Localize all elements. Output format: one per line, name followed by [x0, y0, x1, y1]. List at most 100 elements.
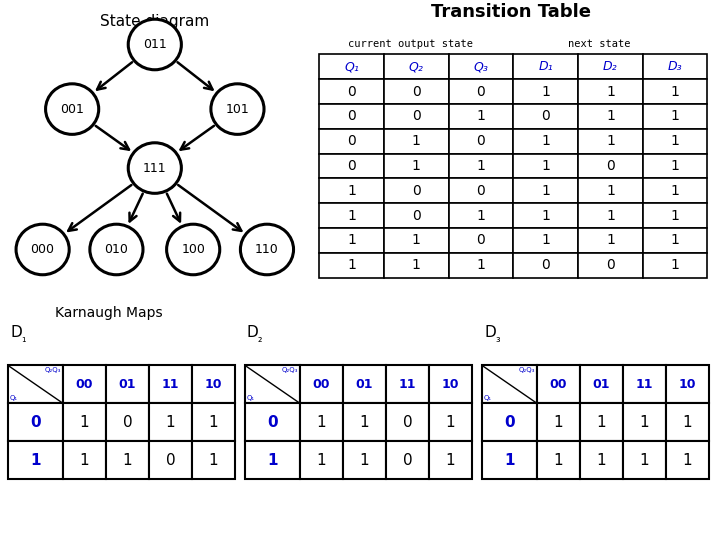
- Text: 110: 110: [255, 243, 279, 256]
- Bar: [666, 441, 709, 479]
- Bar: [386, 441, 429, 479]
- Text: current output state: current output state: [348, 39, 474, 49]
- Text: ₁: ₁: [21, 334, 25, 345]
- Text: 1: 1: [80, 415, 89, 430]
- Bar: [449, 253, 513, 278]
- Text: 1: 1: [683, 453, 693, 468]
- Bar: [384, 228, 449, 253]
- Bar: [384, 253, 449, 278]
- Bar: [343, 366, 386, 403]
- Text: 1: 1: [541, 159, 550, 173]
- Text: 01: 01: [119, 378, 136, 391]
- Bar: [482, 366, 537, 403]
- Bar: [192, 403, 235, 441]
- Text: 1: 1: [670, 110, 680, 124]
- Bar: [537, 366, 580, 403]
- Bar: [149, 441, 192, 479]
- Bar: [513, 228, 578, 253]
- Text: 11: 11: [162, 378, 179, 391]
- Text: 1: 1: [30, 453, 41, 468]
- Text: 1: 1: [347, 208, 356, 222]
- Bar: [513, 253, 578, 278]
- Bar: [429, 366, 472, 403]
- Text: Q₂Q₃: Q₂Q₃: [518, 367, 535, 374]
- Bar: [580, 366, 623, 403]
- Text: 0: 0: [541, 258, 550, 272]
- Bar: [578, 203, 643, 228]
- Text: 11: 11: [399, 378, 416, 391]
- Text: Q₂Q₃: Q₂Q₃: [282, 367, 298, 374]
- Text: 1: 1: [317, 415, 326, 430]
- Bar: [149, 366, 192, 403]
- Bar: [537, 441, 580, 479]
- Text: State diagram: State diagram: [100, 14, 210, 29]
- Text: 0: 0: [477, 184, 485, 198]
- Bar: [643, 129, 708, 153]
- Text: 1: 1: [606, 85, 615, 99]
- Text: 111: 111: [143, 161, 166, 174]
- Bar: [63, 366, 106, 403]
- Text: 011: 011: [143, 38, 166, 51]
- Bar: [8, 403, 63, 441]
- Text: 1: 1: [554, 453, 563, 468]
- Bar: [449, 104, 513, 129]
- Text: 1: 1: [670, 208, 680, 222]
- Text: 0: 0: [402, 415, 413, 430]
- Text: 1: 1: [541, 233, 550, 247]
- Bar: [643, 178, 708, 203]
- Text: Q₃: Q₃: [474, 60, 488, 73]
- Text: 1: 1: [477, 110, 485, 124]
- Text: 10: 10: [442, 378, 459, 391]
- Text: 0: 0: [347, 134, 356, 148]
- Bar: [429, 441, 472, 479]
- Bar: [623, 441, 666, 479]
- Text: 1: 1: [412, 159, 420, 173]
- Text: 0: 0: [122, 415, 132, 430]
- Bar: [513, 79, 578, 104]
- Text: 1: 1: [597, 453, 606, 468]
- Bar: [319, 228, 384, 253]
- Bar: [106, 441, 149, 479]
- Text: 1: 1: [683, 415, 693, 430]
- Bar: [578, 104, 643, 129]
- Bar: [319, 178, 384, 203]
- Text: 1: 1: [347, 184, 356, 198]
- Text: next state: next state: [567, 39, 630, 49]
- Text: 001: 001: [60, 103, 84, 116]
- Text: 10: 10: [204, 378, 222, 391]
- Text: 0: 0: [347, 85, 356, 99]
- Text: 1: 1: [477, 159, 485, 173]
- Text: 1: 1: [541, 134, 550, 148]
- Bar: [513, 129, 578, 153]
- Bar: [384, 153, 449, 178]
- Text: 00: 00: [550, 378, 567, 391]
- Bar: [578, 228, 643, 253]
- Text: 0: 0: [541, 110, 550, 124]
- Bar: [384, 178, 449, 203]
- Bar: [449, 178, 513, 203]
- Bar: [513, 153, 578, 178]
- Bar: [666, 403, 709, 441]
- Text: 1: 1: [360, 453, 369, 468]
- Bar: [643, 104, 708, 129]
- Text: 1: 1: [670, 184, 680, 198]
- Text: 0: 0: [347, 159, 356, 173]
- Text: 0: 0: [402, 453, 413, 468]
- Text: 1: 1: [606, 134, 615, 148]
- Text: 010: 010: [104, 243, 128, 256]
- Text: 1: 1: [639, 415, 649, 430]
- Text: 1: 1: [541, 85, 550, 99]
- Text: 1: 1: [606, 184, 615, 198]
- Bar: [319, 129, 384, 153]
- Text: 1: 1: [477, 208, 485, 222]
- Bar: [449, 153, 513, 178]
- Bar: [63, 403, 106, 441]
- Bar: [666, 366, 709, 403]
- Bar: [245, 403, 300, 441]
- Text: 0: 0: [477, 85, 485, 99]
- Text: 0: 0: [606, 258, 615, 272]
- Bar: [537, 403, 580, 441]
- Bar: [386, 403, 429, 441]
- Bar: [643, 153, 708, 178]
- Text: ₂: ₂: [258, 334, 263, 345]
